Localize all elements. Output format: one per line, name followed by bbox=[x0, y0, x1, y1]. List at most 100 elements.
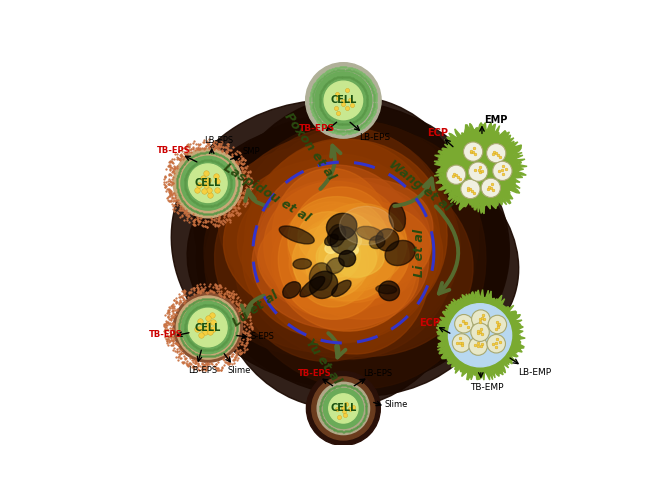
FancyArrowPatch shape bbox=[245, 190, 267, 206]
Ellipse shape bbox=[300, 218, 383, 293]
Ellipse shape bbox=[212, 96, 478, 408]
Ellipse shape bbox=[228, 120, 486, 389]
Circle shape bbox=[464, 142, 483, 162]
Circle shape bbox=[317, 382, 370, 434]
Ellipse shape bbox=[226, 158, 434, 324]
Polygon shape bbox=[434, 122, 527, 214]
Ellipse shape bbox=[334, 238, 377, 278]
Ellipse shape bbox=[218, 146, 455, 328]
Ellipse shape bbox=[328, 224, 346, 247]
Ellipse shape bbox=[335, 235, 358, 258]
Text: Slime: Slime bbox=[228, 366, 251, 375]
Ellipse shape bbox=[257, 165, 413, 313]
Ellipse shape bbox=[237, 177, 436, 338]
Ellipse shape bbox=[316, 240, 358, 277]
Circle shape bbox=[472, 310, 490, 328]
Circle shape bbox=[492, 162, 512, 180]
FancyArrowPatch shape bbox=[436, 206, 458, 294]
Text: CELL: CELL bbox=[195, 322, 221, 332]
Ellipse shape bbox=[376, 285, 397, 294]
Circle shape bbox=[452, 334, 471, 352]
Ellipse shape bbox=[237, 174, 443, 320]
Circle shape bbox=[446, 165, 466, 184]
Ellipse shape bbox=[310, 204, 407, 288]
Ellipse shape bbox=[326, 214, 357, 240]
Circle shape bbox=[306, 62, 381, 138]
Ellipse shape bbox=[172, 100, 509, 388]
Ellipse shape bbox=[254, 174, 425, 343]
Ellipse shape bbox=[271, 199, 399, 318]
Ellipse shape bbox=[304, 212, 397, 301]
Circle shape bbox=[315, 72, 372, 129]
Ellipse shape bbox=[315, 220, 397, 291]
Ellipse shape bbox=[385, 240, 415, 266]
Ellipse shape bbox=[216, 156, 479, 356]
Ellipse shape bbox=[234, 127, 457, 359]
Ellipse shape bbox=[196, 132, 508, 380]
Ellipse shape bbox=[236, 160, 473, 356]
Ellipse shape bbox=[234, 156, 423, 362]
Ellipse shape bbox=[324, 251, 348, 270]
Ellipse shape bbox=[222, 146, 449, 342]
Ellipse shape bbox=[201, 132, 501, 396]
Text: Li et al: Li et al bbox=[413, 228, 425, 276]
Circle shape bbox=[486, 144, 506, 163]
Circle shape bbox=[174, 293, 243, 362]
FancyArrowPatch shape bbox=[328, 333, 346, 357]
FancyArrowPatch shape bbox=[242, 296, 264, 316]
Ellipse shape bbox=[253, 156, 460, 348]
Ellipse shape bbox=[270, 178, 433, 296]
Text: ECP: ECP bbox=[419, 318, 440, 328]
Ellipse shape bbox=[340, 206, 393, 245]
FancyArrowPatch shape bbox=[320, 146, 340, 189]
Circle shape bbox=[176, 296, 239, 359]
Circle shape bbox=[487, 334, 505, 353]
Ellipse shape bbox=[187, 129, 486, 360]
Ellipse shape bbox=[369, 236, 385, 248]
Ellipse shape bbox=[261, 184, 430, 313]
Ellipse shape bbox=[297, 212, 367, 268]
Ellipse shape bbox=[258, 154, 427, 332]
Ellipse shape bbox=[289, 219, 409, 301]
Circle shape bbox=[448, 304, 512, 367]
Circle shape bbox=[471, 323, 489, 342]
Circle shape bbox=[189, 308, 227, 347]
Ellipse shape bbox=[293, 258, 312, 269]
Ellipse shape bbox=[264, 184, 406, 314]
Ellipse shape bbox=[348, 246, 358, 255]
Ellipse shape bbox=[270, 172, 430, 354]
Text: EMP: EMP bbox=[484, 114, 507, 124]
Ellipse shape bbox=[325, 234, 338, 245]
Ellipse shape bbox=[304, 216, 409, 302]
Ellipse shape bbox=[275, 209, 413, 308]
Circle shape bbox=[329, 394, 358, 423]
Ellipse shape bbox=[258, 212, 406, 312]
Ellipse shape bbox=[252, 193, 429, 330]
Text: Wang et al: Wang et al bbox=[386, 158, 453, 214]
Ellipse shape bbox=[332, 240, 385, 277]
Circle shape bbox=[174, 148, 243, 218]
Ellipse shape bbox=[264, 182, 407, 311]
Circle shape bbox=[306, 372, 381, 446]
Ellipse shape bbox=[306, 238, 365, 292]
Ellipse shape bbox=[300, 276, 325, 297]
Ellipse shape bbox=[291, 187, 394, 297]
Ellipse shape bbox=[214, 154, 445, 352]
Ellipse shape bbox=[281, 200, 431, 292]
Ellipse shape bbox=[292, 208, 387, 300]
Ellipse shape bbox=[228, 160, 476, 356]
Ellipse shape bbox=[332, 280, 351, 296]
Ellipse shape bbox=[278, 202, 387, 320]
Circle shape bbox=[324, 388, 363, 428]
Ellipse shape bbox=[259, 176, 428, 330]
Circle shape bbox=[469, 337, 487, 355]
Polygon shape bbox=[436, 290, 525, 380]
Circle shape bbox=[189, 164, 227, 202]
Circle shape bbox=[312, 377, 375, 440]
Text: LB-EPS: LB-EPS bbox=[358, 132, 390, 141]
Text: LB-EPS: LB-EPS bbox=[189, 366, 218, 375]
Ellipse shape bbox=[209, 133, 474, 388]
Text: CELL: CELL bbox=[330, 96, 356, 106]
Text: TB-EPS: TB-EPS bbox=[157, 146, 190, 155]
Text: Lü et al: Lü et al bbox=[230, 289, 281, 330]
